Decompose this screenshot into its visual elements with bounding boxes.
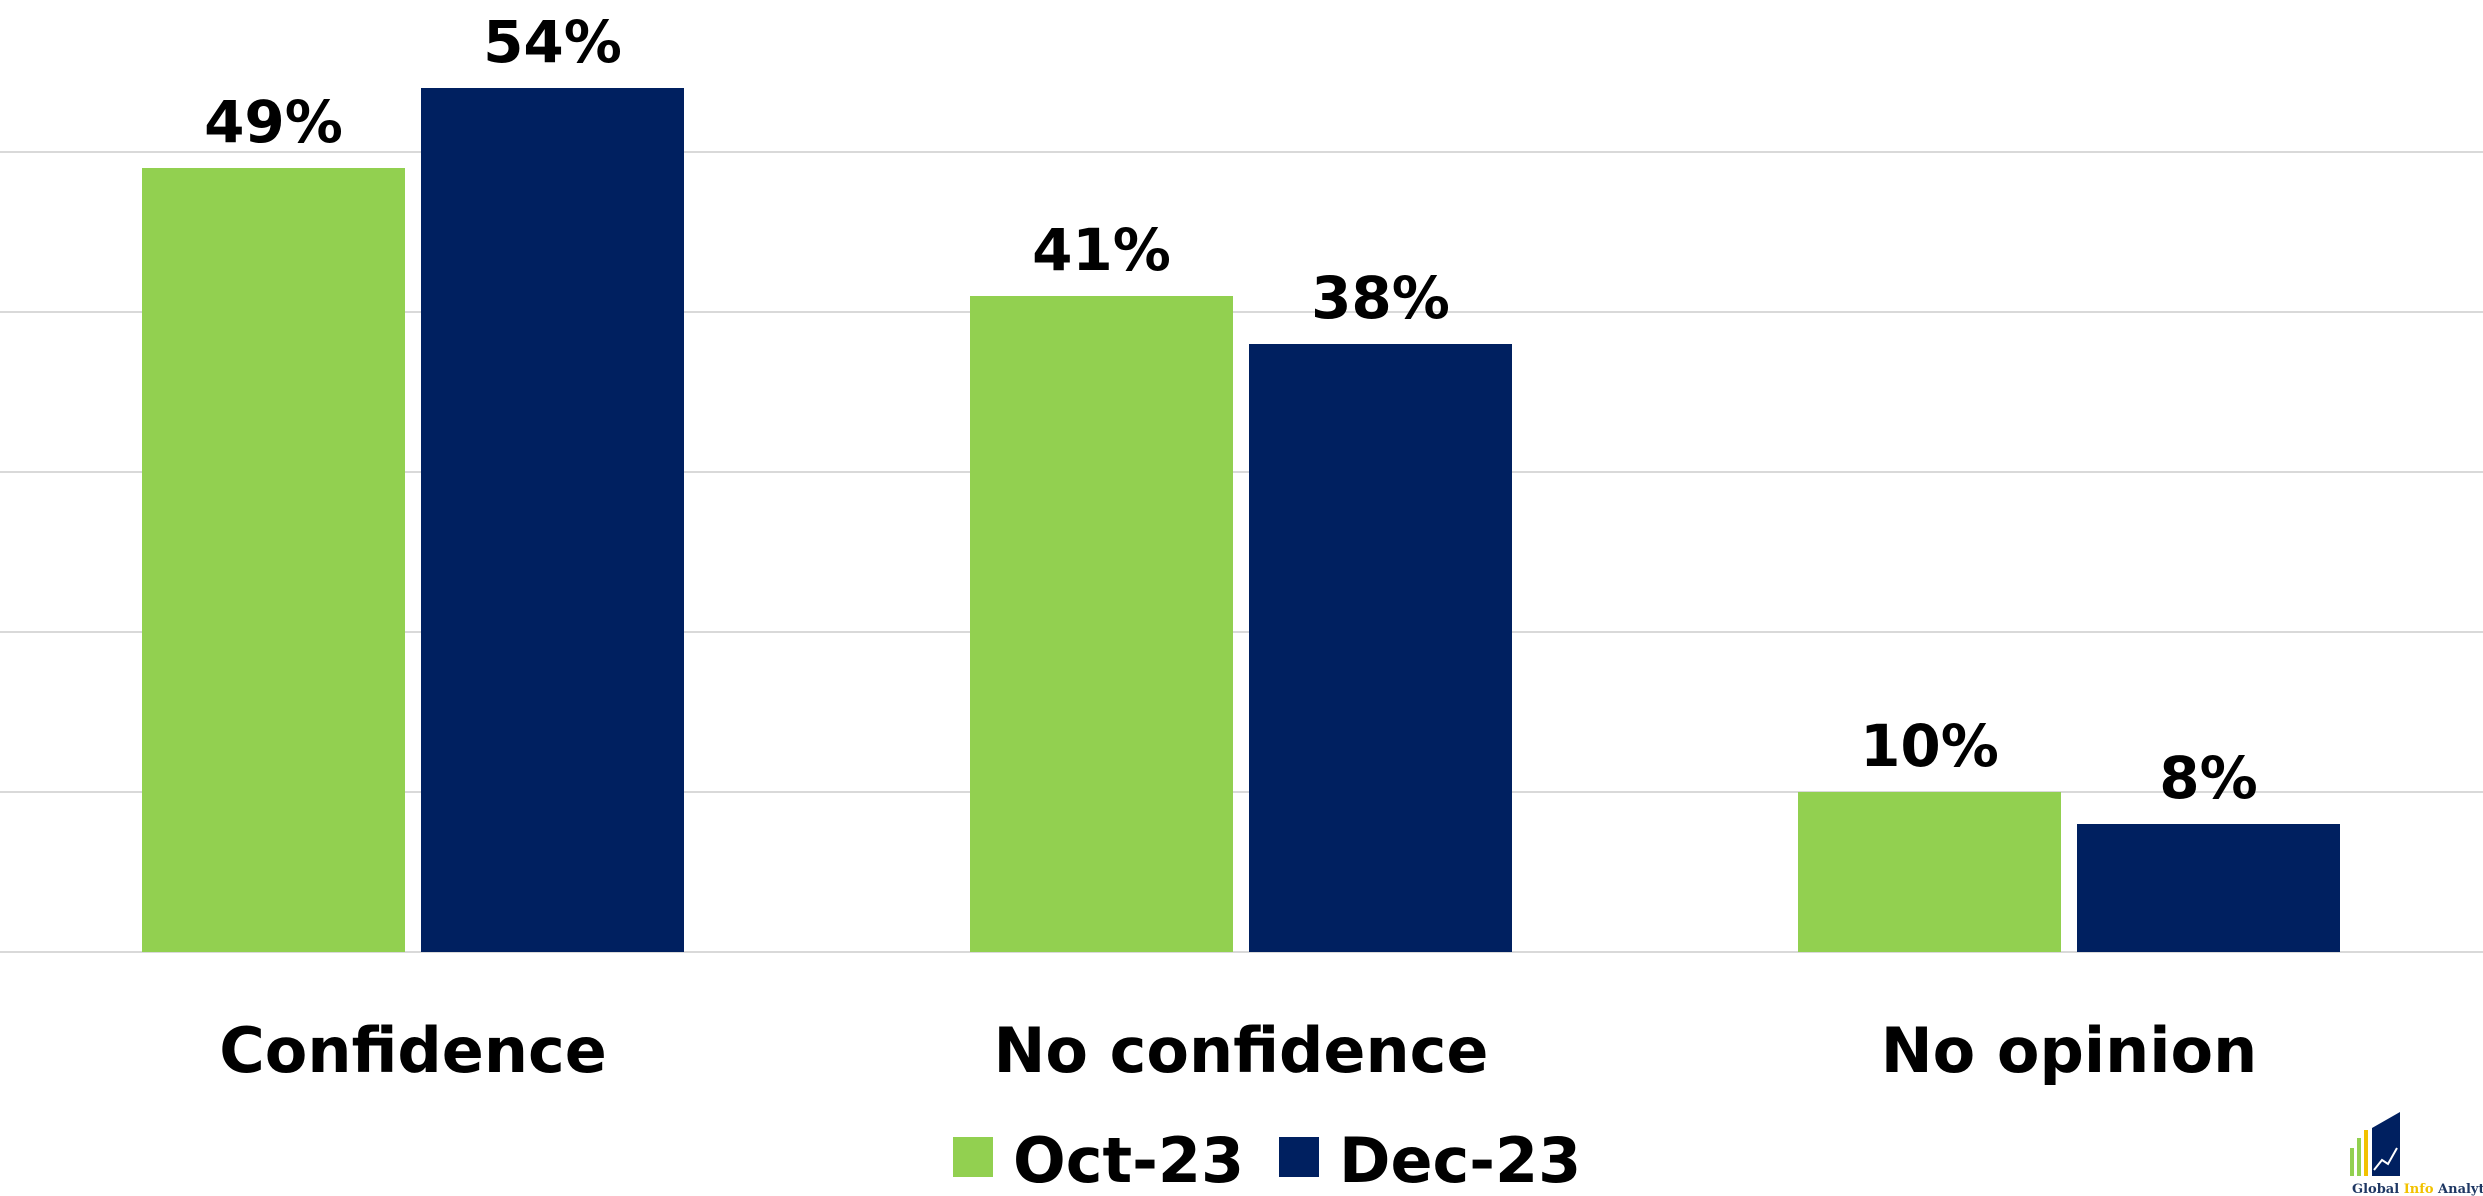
category-label: No confidence (994, 1014, 1489, 1087)
bar-confidence-oct-23 (142, 168, 405, 952)
legend-label-dec-23: Dec-23 (1339, 1124, 1581, 1196)
category-label: No opinion (1881, 1014, 2257, 1087)
bars (142, 88, 2340, 952)
logo-text: Global Info Analytics (2352, 1182, 2483, 1196)
legend-label-oct-23: Oct-23 (1013, 1124, 1244, 1196)
gridlines (0, 151, 2483, 953)
data-label: 8% (2159, 744, 2257, 812)
bar-no-confidence-oct-23 (970, 296, 1233, 952)
bar-no-opinion-dec-23 (2077, 824, 2340, 952)
logo-bar-3 (2364, 1130, 2368, 1176)
legend-swatch-oct-23 (953, 1137, 993, 1177)
global-info-analytics-logo: Global Info Analytics (2350, 1112, 2483, 1196)
category-label: Confidence (219, 1014, 607, 1087)
bar-no-opinion-oct-23 (1798, 792, 2061, 952)
legend-swatch-dec-23 (1279, 1137, 1319, 1177)
data-label: 38% (1311, 264, 1450, 332)
bar-confidence-dec-23 (421, 88, 684, 952)
data-label: 10% (1860, 712, 1999, 780)
logo-bar-1 (2350, 1148, 2354, 1176)
bar-no-confidence-dec-23 (1249, 344, 1512, 952)
data-label: 49% (204, 88, 343, 156)
legend: Oct-23 Dec-23 (953, 1124, 1581, 1196)
logo-block (2372, 1112, 2400, 1176)
data-label: 54% (483, 8, 622, 76)
category-labels: Confidence No confidence No opinion (219, 1014, 2257, 1087)
logo-trend-line (2373, 1147, 2398, 1171)
logo-bar-2 (2357, 1138, 2361, 1176)
data-labels: 49% 54% 41% 38% 10% 8% (204, 8, 2258, 812)
data-label: 41% (1032, 216, 1171, 284)
